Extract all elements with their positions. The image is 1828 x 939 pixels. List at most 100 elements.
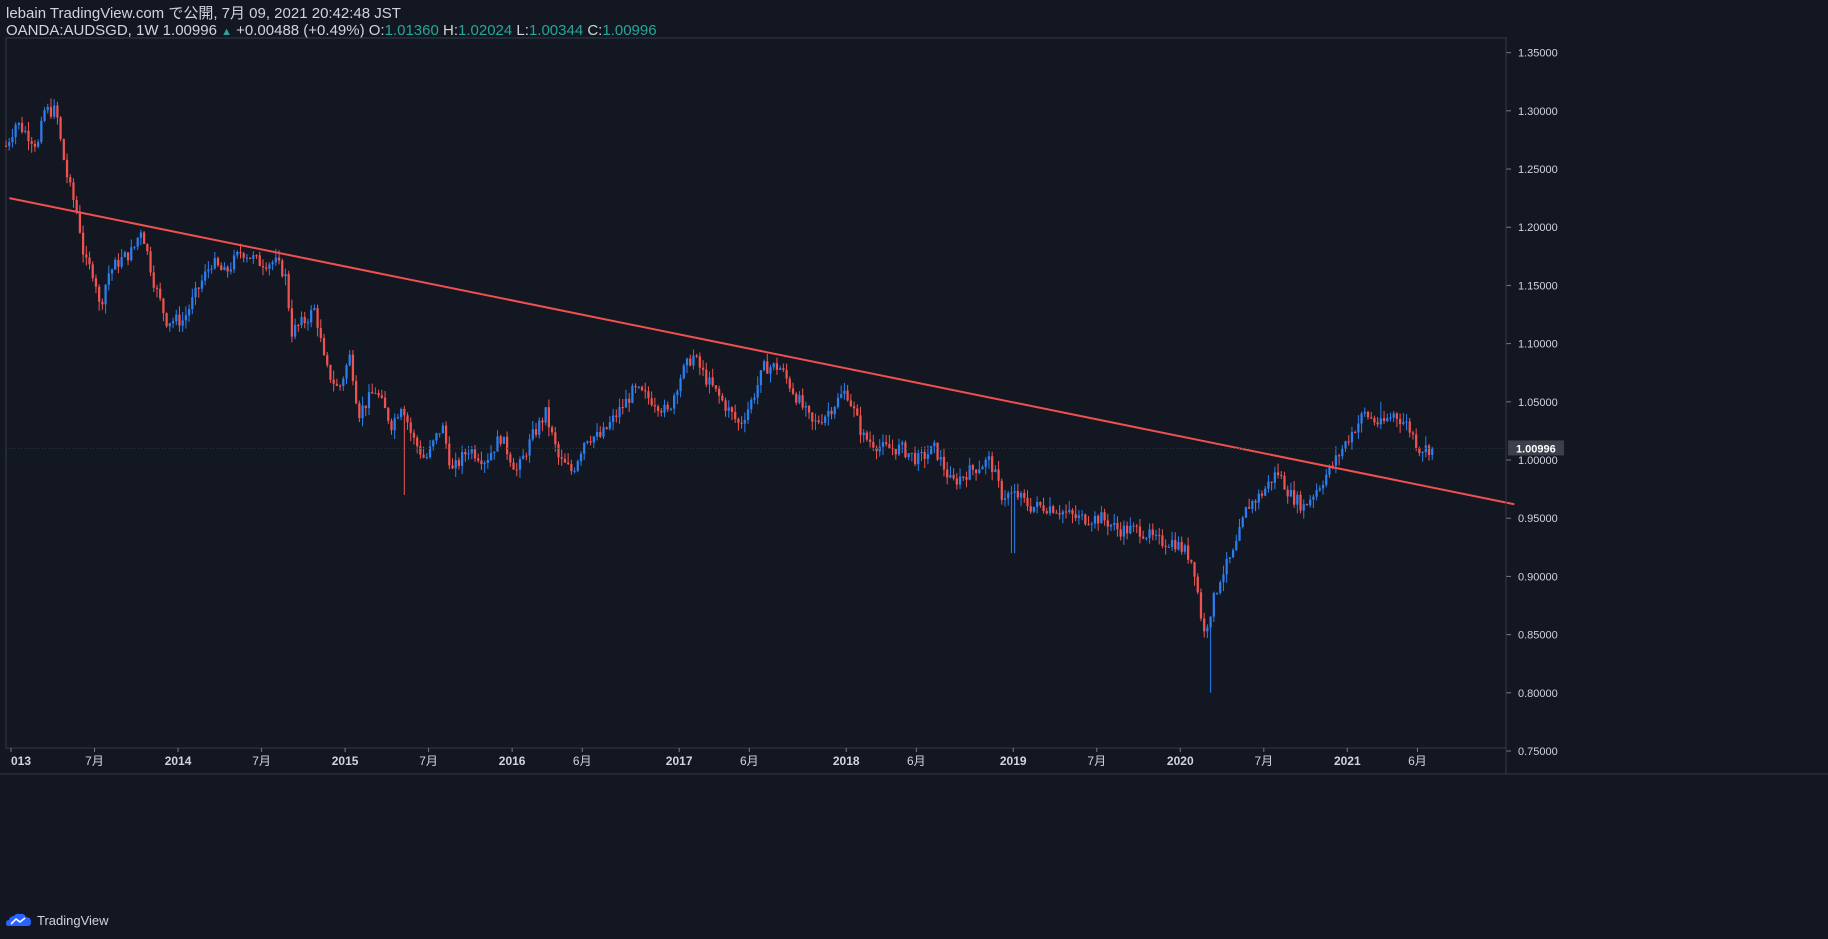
candle-body <box>348 354 351 366</box>
candle-body <box>1276 472 1280 475</box>
candle-body <box>393 418 396 431</box>
candle-body <box>756 385 759 398</box>
candle-body <box>721 395 724 401</box>
symbol-legend: OANDA:AUDSGD, 1W 1.00996 ▲ +0.00488 (+0.… <box>6 22 1006 41</box>
candle-body <box>628 398 631 403</box>
candle-body <box>1309 499 1312 506</box>
candle-body <box>907 453 910 458</box>
candle-body <box>69 177 72 183</box>
candle-body <box>1228 557 1231 559</box>
high-value: 1.02024 <box>458 22 513 39</box>
candle-body <box>239 251 242 254</box>
candle-body <box>310 309 313 323</box>
candle-body <box>560 457 563 459</box>
y-tick-label: 1.20000 <box>1518 222 1558 234</box>
candle-body <box>1138 526 1142 537</box>
candle-body <box>1370 417 1373 419</box>
candle-body <box>1431 448 1434 456</box>
candle-body <box>875 447 878 452</box>
candle-body <box>448 443 451 466</box>
axes[interactable]: 1.35000 1.30000 1.25000 1.20000 1.15000 1.100… <box>0 38 1828 775</box>
candle-body <box>457 460 461 466</box>
candle-body <box>666 404 669 410</box>
candle-body <box>143 232 146 245</box>
candle-body <box>984 459 987 467</box>
candle-body <box>226 266 229 272</box>
x-tick-label: 7月 <box>1087 754 1106 768</box>
candle-body <box>364 405 367 409</box>
candle-body <box>505 436 509 455</box>
candle-body <box>994 469 997 473</box>
candle-body <box>621 407 624 409</box>
candle-body <box>499 436 502 444</box>
candle-body <box>306 322 310 324</box>
candle-body <box>49 107 53 117</box>
trendline-layer[interactable] <box>9 197 1515 506</box>
candle-body <box>406 415 409 423</box>
candle-body <box>663 404 666 413</box>
y-tick-label: 1.00000 <box>1518 455 1558 467</box>
x-tick-label: 6月 <box>740 754 759 768</box>
candle-body <box>711 377 714 386</box>
candle-body <box>416 437 419 447</box>
candle-body <box>371 392 374 394</box>
candle-body <box>1341 448 1344 457</box>
candle-body <box>30 141 33 144</box>
x-tick-label: 7月 <box>1254 754 1273 768</box>
candle-body <box>204 271 207 281</box>
candle-body <box>1257 493 1260 503</box>
candle-body <box>1347 441 1350 443</box>
candle-body <box>59 117 62 140</box>
candle-body <box>734 412 737 420</box>
candle-body <box>801 395 804 408</box>
candle-body <box>737 419 740 423</box>
candle-body <box>367 392 371 409</box>
candle-body <box>1026 497 1029 507</box>
candle-body <box>1077 515 1081 519</box>
candle-body <box>856 408 859 416</box>
low-label: L: <box>516 22 529 39</box>
candle-body <box>88 257 91 265</box>
x-tick-label: 7月 <box>85 754 104 768</box>
candle-body <box>859 415 862 436</box>
candle-body <box>955 478 958 485</box>
candle-body <box>313 308 316 310</box>
candle-body <box>852 406 856 409</box>
candle-body <box>978 469 981 473</box>
candle-body <box>1395 413 1399 419</box>
candle-body <box>885 442 888 445</box>
candle-body <box>1363 411 1366 414</box>
candle-body <box>486 460 489 463</box>
candle-body <box>753 397 756 400</box>
candle-body <box>913 452 917 465</box>
descending-trendline[interactable] <box>9 197 1515 506</box>
candle-body <box>1421 452 1424 454</box>
candle-body <box>1260 493 1264 496</box>
candle-body <box>608 422 612 429</box>
candle-body <box>75 199 78 212</box>
candle-body <box>814 420 817 422</box>
candle-body <box>1180 541 1183 552</box>
candle-body <box>387 408 390 421</box>
tradingview-logo[interactable]: TradingView <box>6 912 109 928</box>
candle-body <box>1376 422 1379 425</box>
x-tick-label: 2018 <box>833 754 860 768</box>
candle-body <box>1408 421 1411 433</box>
candle-body <box>849 400 852 407</box>
candle-body <box>840 394 843 398</box>
candle-body <box>917 453 920 465</box>
candle-body <box>746 409 750 420</box>
candle-body <box>464 452 467 455</box>
candle-body <box>1100 512 1103 524</box>
candle-body <box>1074 514 1077 519</box>
candle-body <box>1321 485 1325 489</box>
candle-body <box>98 286 101 302</box>
candle-body <box>1058 513 1061 515</box>
last-price-label: 1.00996 <box>1516 443 1556 455</box>
candle-body <box>1357 423 1360 433</box>
candle-body <box>258 255 261 267</box>
candle-body <box>791 388 795 394</box>
candle-body <box>1203 618 1206 632</box>
candle-body <box>759 370 763 386</box>
